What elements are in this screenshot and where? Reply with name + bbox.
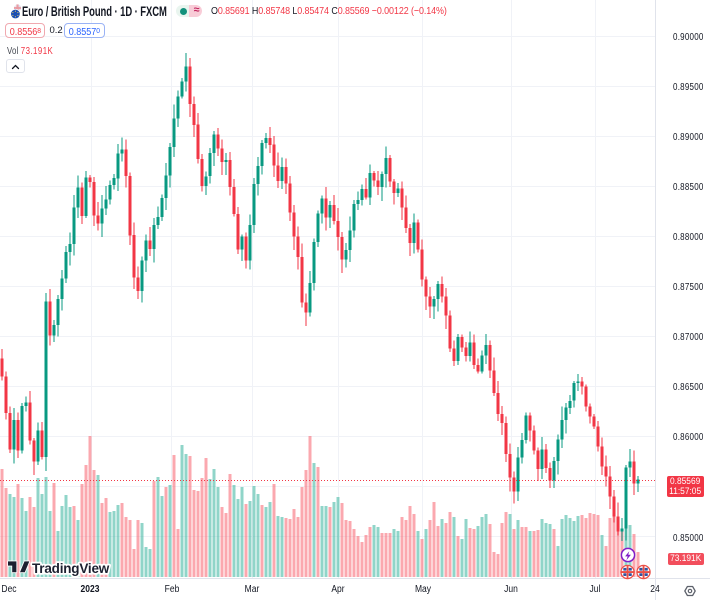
- svg-text:TradingView: TradingView: [32, 561, 110, 576]
